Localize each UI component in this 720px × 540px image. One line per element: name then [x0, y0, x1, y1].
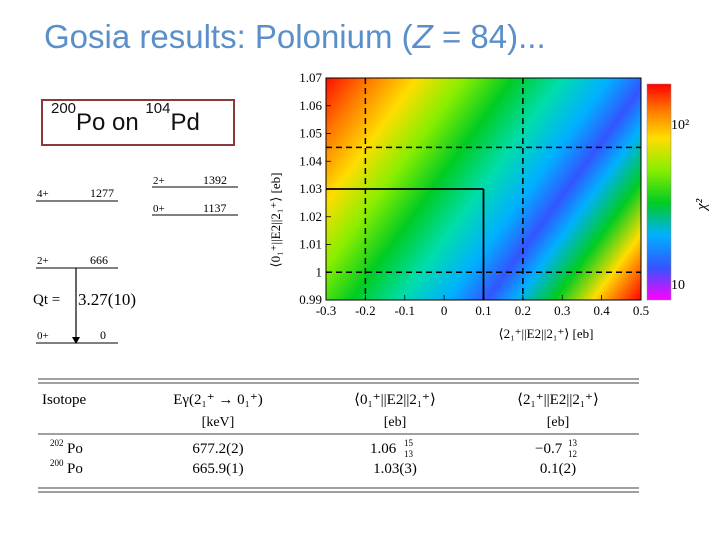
y-tick-label: 1.06 [299, 98, 322, 113]
po-level-4-energy: 1277 [90, 186, 114, 200]
page-title: Gosia results: Polonium (Z = 84)... [44, 18, 546, 56]
unit-m2: [eb] [547, 415, 570, 430]
title-suffix: = 84)... [432, 18, 546, 55]
projectile-element: Po [76, 109, 106, 136]
target-mass: 104 [145, 100, 171, 117]
row-202-mass: 202 [50, 438, 64, 448]
y-tick-label: 1 [316, 264, 323, 279]
colorbar [646, 83, 672, 301]
y-tick-labels: 0.99 1 1.01 1.02 1.03 1.04 1.05 1.06 1.07 [299, 70, 331, 307]
header-m1: ⟨0₁⁺||E2||2₁⁺⟩ [354, 392, 436, 408]
level-scheme: 4+ 1277 2+ 666 0+ 0 2+ 1392 0+ 1137 Qt =… [33, 173, 238, 344]
header-energy: Eγ(2₁⁺ → 0₁⁺) [173, 392, 263, 408]
unit-energy: [keV] [202, 415, 235, 430]
reaction-on: on [105, 109, 146, 136]
x-tick-label: 0.2 [515, 303, 531, 318]
projectile-mass: 200 [51, 100, 77, 117]
colorbar-tick-high: 10² [671, 118, 689, 133]
x-tick-label: 0.3 [554, 303, 570, 318]
y-tick-label: 1.05 [299, 126, 322, 141]
header-isotope: Isotope [42, 392, 87, 408]
row-202-energy: 677.2(2) [192, 441, 243, 457]
x-tick-label: -0.1 [394, 303, 415, 318]
results-table: Isotope Eγ(2₁⁺ → 0₁⁺) ⟨0₁⁺||E2||2₁⁺⟩ ⟨2₁… [38, 378, 639, 493]
po-level-0-spin: 0+ [37, 330, 49, 342]
row-200-energy: 665.9(1) [192, 461, 243, 477]
colorbar-tick-low: 10 [671, 278, 685, 293]
y-tick-label: 1.03 [299, 181, 322, 196]
pd-level-0-spin: 0+ [153, 203, 165, 215]
header-m2: ⟨2₁⁺||E2||2₁⁺⟩ [517, 392, 599, 408]
x-tick-label: 0.1 [475, 303, 491, 318]
row-202-m1: 1.06 [370, 441, 397, 457]
row-202-m2-up: 13 [568, 438, 578, 448]
colorbar-label: χ² [694, 198, 710, 212]
x-tick-labels: -0.3 -0.2 -0.1 0 0.1 0.2 0.3 0.4 0.5 [316, 295, 649, 318]
y-tick-label: 0.99 [299, 292, 322, 307]
chi2-heatmap: 10² 10 χ² 0.99 1 1.01 1.02 1.03 1.04 1.05 1.06 1… [268, 70, 710, 341]
title-prefix: Gosia results: Polonium ( [44, 18, 413, 55]
pd-level-2-spin: 2+ [153, 175, 165, 187]
y-tick-label: 1.01 [299, 237, 322, 252]
x-tick-label: -0.2 [355, 303, 376, 318]
qt-value: 3.27(10) [78, 290, 136, 309]
row-200-element: Po [67, 461, 83, 477]
po-level-0-energy: 0 [100, 328, 106, 342]
title-z: Z [412, 18, 433, 55]
row-202-m2: −0.7 [535, 441, 563, 457]
x-tick-label: 0.5 [633, 303, 649, 318]
row-202-m2-dn: 12 [568, 449, 577, 459]
x-tick-label: -0.3 [316, 303, 337, 318]
x-tick-label: 0.4 [594, 303, 611, 318]
qt-label: Qt = [33, 292, 60, 308]
po-level-4-spin: 4+ [37, 188, 49, 200]
row-200-mass: 200 [50, 458, 64, 468]
unit-m1: [eb] [384, 415, 407, 430]
x-axis-label: ⟨2₁⁺||E2||2₁⁺⟩ [eb] [499, 326, 594, 341]
po-level-2-energy: 666 [90, 253, 108, 267]
po-level-2-spin: 2+ [37, 255, 49, 267]
target-element: Pd [170, 109, 200, 136]
y-tick-label: 1.02 [299, 209, 322, 224]
y-tick-label: 1.04 [299, 153, 322, 168]
row-202-m1-dn: 13 [404, 449, 414, 459]
pd-level-0-energy: 1137 [203, 201, 227, 215]
row-202-m1-up: 15 [404, 438, 414, 448]
row-200-m1: 1.03(3) [373, 461, 417, 477]
y-tick-label: 1.07 [299, 70, 322, 85]
row-200-m2: 0.1(2) [540, 461, 576, 477]
reaction-box: 200Po on 104Pd [41, 99, 235, 146]
pd-level-2-energy: 1392 [203, 173, 227, 187]
x-tick-label: 0 [441, 303, 448, 318]
result-overlay [326, 78, 641, 300]
row-202-element: Po [67, 441, 83, 457]
arrow-head-icon [72, 337, 80, 344]
y-axis-label: ⟨0₁⁺||E2||2₁⁺⟩ [eb] [268, 173, 283, 268]
